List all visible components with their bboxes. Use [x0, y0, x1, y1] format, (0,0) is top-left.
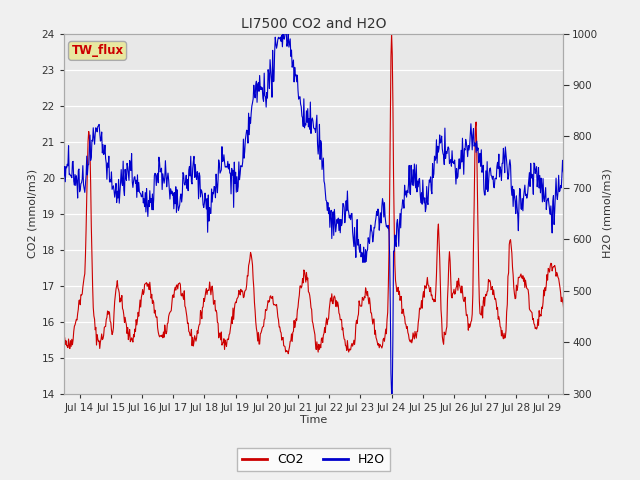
- Y-axis label: CO2 (mmol/m3): CO2 (mmol/m3): [28, 169, 38, 258]
- Text: TW_flux: TW_flux: [72, 44, 124, 58]
- Title: LI7500 CO2 and H2O: LI7500 CO2 and H2O: [241, 17, 387, 31]
- Legend: CO2, H2O: CO2, H2O: [237, 448, 390, 471]
- Y-axis label: H2O (mmol/m3): H2O (mmol/m3): [602, 169, 612, 258]
- X-axis label: Time: Time: [300, 415, 327, 425]
